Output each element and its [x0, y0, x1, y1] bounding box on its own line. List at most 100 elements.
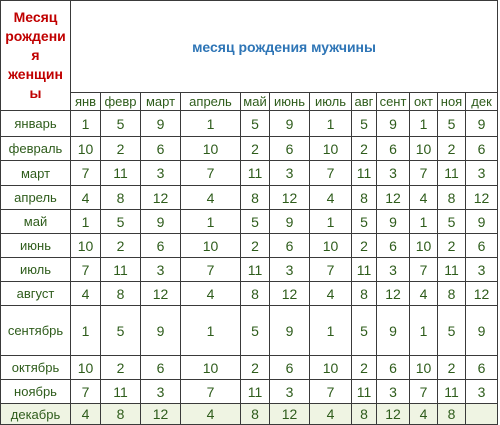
value-cell: 1	[309, 209, 352, 234]
value-cell: 12	[140, 185, 181, 210]
value-cell: 9	[376, 305, 410, 356]
value-cell: 6	[376, 355, 410, 380]
value-cell: 7	[409, 257, 438, 282]
value-cell: 2	[351, 136, 377, 161]
value-cell: 10	[70, 355, 101, 380]
value-cell: 12	[464, 281, 499, 306]
value-cell: 11	[240, 160, 270, 186]
value-cell: 5	[437, 110, 466, 137]
value-cell: 2	[100, 233, 141, 258]
table-row: июнь 10 2 6 10 2 6 10 2 6 10 2 6	[0, 233, 499, 258]
value-cell: 6	[464, 136, 499, 161]
women-month-cell: октябрь	[0, 355, 71, 380]
value-cell: 11	[437, 257, 466, 282]
value-cell: 3	[376, 257, 410, 282]
value-cell: 3	[269, 160, 310, 186]
value-cell: 8	[240, 281, 270, 306]
value-cell: 11	[351, 160, 377, 186]
table-row: июль 7 11 3 7 11 3 7 11 3 7 11 3	[0, 257, 499, 282]
value-cell: 10	[70, 136, 101, 161]
women-month-cell: июль	[0, 257, 71, 282]
value-cell: 2	[240, 355, 270, 380]
men-month-header-cell: ноя	[437, 92, 466, 111]
women-month-cell: апрель	[0, 185, 71, 210]
value-cell: 1	[70, 305, 101, 356]
table-row: август 4 8 12 4 8 12 4 8 12 4 8 12	[0, 281, 499, 306]
value-cell: 11	[437, 160, 466, 186]
value-cell: 10	[309, 233, 352, 258]
value-cell: 10	[180, 355, 241, 380]
value-cell: 1	[409, 305, 438, 356]
value-cell: 8	[351, 185, 377, 210]
value-cell: 4	[70, 281, 101, 306]
value-cell: 10	[309, 136, 352, 161]
value-cell: 5	[240, 110, 270, 137]
value-cell: 5	[100, 305, 141, 356]
value-cell: 4	[309, 403, 352, 425]
value-cell: 8	[100, 403, 141, 425]
value-cell: 6	[269, 355, 310, 380]
value-cell: 9	[376, 209, 410, 234]
women-month-cell: август	[0, 281, 71, 306]
table-row: март 7 11 3 7 11 3 7 11 3 7 11 3	[0, 160, 499, 186]
value-cell: 10	[180, 136, 241, 161]
value-cell: 8	[437, 281, 466, 306]
table-row: январь 1 5 9 1 5 9 1 5 9 1 5 9	[0, 110, 499, 137]
table-row: май 1 5 9 1 5 9 1 5 9 1 5 9	[0, 209, 499, 234]
value-cell: 1	[180, 209, 241, 234]
value-cell: 6	[376, 233, 410, 258]
value-cell: 8	[351, 403, 377, 425]
value-cell: 12	[376, 281, 410, 306]
value-cell: 7	[180, 160, 241, 186]
value-cell: 9	[464, 305, 499, 356]
value-cell: 10	[70, 233, 101, 258]
value-cell: 7	[309, 257, 352, 282]
value-cell: 10	[409, 136, 438, 161]
value-cell: 9	[269, 110, 310, 137]
value-cell: 6	[376, 136, 410, 161]
value-cell: 1	[180, 110, 241, 137]
value-cell: 10	[409, 233, 438, 258]
value-cell: 12	[269, 281, 310, 306]
men-month-header-cell: авг	[351, 92, 377, 111]
table-row: октябрь 10 2 6 10 2 6 10 2 6 10 2 6	[0, 355, 499, 380]
value-cell: 5	[240, 305, 270, 356]
value-cell: 1	[70, 209, 101, 234]
value-cell: 5	[100, 209, 141, 234]
corner-line: рождени	[5, 28, 66, 44]
value-cell: 12	[269, 403, 310, 425]
corner-line: я	[31, 47, 40, 63]
value-cell: 2	[100, 136, 141, 161]
value-cell: 4	[70, 185, 101, 210]
value-cell: 9	[140, 110, 181, 137]
value-cell: 2	[351, 355, 377, 380]
value-cell: 2	[437, 233, 466, 258]
value-cell: 5	[351, 110, 377, 137]
value-cell: 8	[240, 403, 270, 425]
men-month-header-cell: сент	[376, 92, 410, 111]
table-row: сентябрь 1 5 9 1 5 9 1 5 9 1 5 9	[0, 305, 499, 356]
value-cell: 9	[376, 110, 410, 137]
value-cell: 8	[100, 185, 141, 210]
women-month-cell: май	[0, 209, 71, 234]
value-cell: 3	[464, 160, 499, 186]
value-cell: 6	[140, 136, 181, 161]
value-cell: 11	[240, 257, 270, 282]
men-month-header-cell: дек	[464, 92, 499, 111]
women-month-cell: сентябрь	[0, 305, 71, 356]
value-cell: 4	[180, 281, 241, 306]
value-cell: 4	[309, 185, 352, 210]
value-cell: 2	[437, 355, 466, 380]
men-month-header-cell: июль	[309, 92, 352, 111]
value-cell: 6	[269, 136, 310, 161]
value-cell: 4	[180, 403, 241, 425]
value-cell: 2	[351, 233, 377, 258]
value-cell: 12	[376, 185, 410, 210]
men-month-header-cell: янв	[70, 92, 101, 111]
value-cell: 12	[140, 403, 181, 425]
corner-line: ы	[29, 85, 42, 101]
value-cell: 1	[409, 209, 438, 234]
value-cell: 11	[100, 257, 141, 282]
corner-line: женщин	[8, 66, 63, 82]
